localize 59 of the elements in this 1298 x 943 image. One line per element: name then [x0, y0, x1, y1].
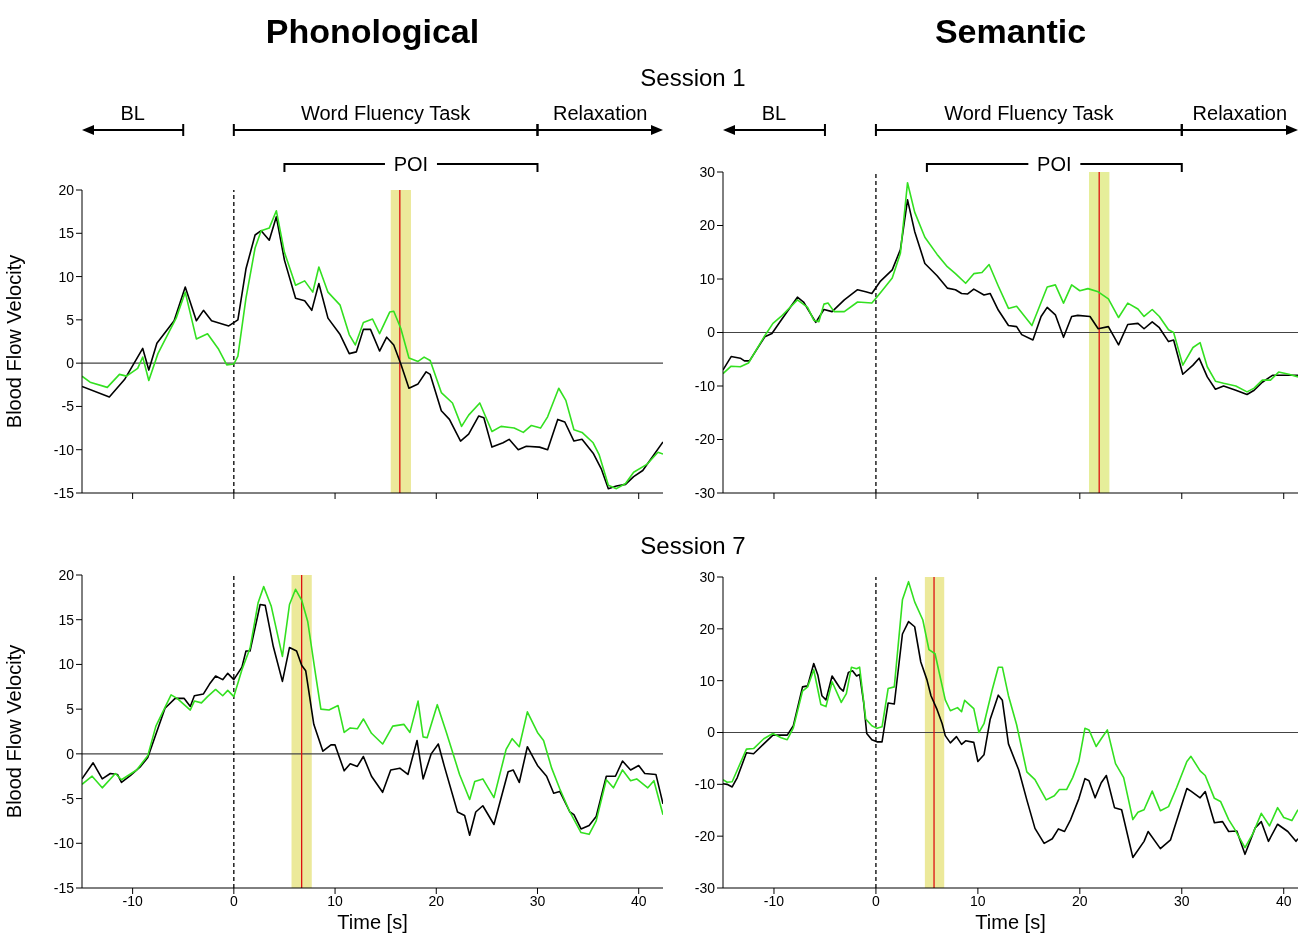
x-tick-label: -10 [122, 892, 143, 909]
y-tick-label: 10 [699, 270, 716, 287]
y-tick-label: -10 [53, 441, 75, 458]
y-tick-label: -20 [694, 431, 716, 448]
y-tick-label: 5 [66, 701, 75, 718]
x-axis-title: Time [s] [974, 910, 1047, 934]
y-tick-label: 0 [66, 355, 75, 372]
text: Word Fluency Task [943, 101, 1115, 125]
x-tick-label: 40 [630, 892, 647, 909]
x-tick-label: 40 [1275, 892, 1292, 909]
y-tick-label: 20 [58, 181, 75, 198]
y-tick-label: 30 [699, 568, 716, 585]
y-tick-label: -20 [694, 828, 716, 845]
x-tick-label: 20 [1072, 892, 1088, 909]
y-tick-label: -10 [694, 377, 716, 394]
x-tick-label: 30 [529, 892, 546, 909]
x-tick-label: 10 [327, 892, 344, 909]
y-tick-label: -5 [61, 790, 75, 807]
y-tick-label: 20 [699, 217, 716, 234]
y-tick-label: 0 [66, 745, 75, 762]
x-tick-label: 30 [1173, 892, 1190, 909]
y-tick-label: -10 [694, 776, 716, 793]
y-tick-label: 20 [58, 566, 75, 583]
y-tick-label: -5 [61, 398, 75, 415]
y-tick-label: 30 [699, 163, 716, 180]
chart-subtitle: Session 1 [639, 64, 747, 92]
chart-title: Semantic [933, 12, 1088, 51]
y-tick-label: 0 [707, 724, 716, 741]
x-tick-label: -10 [763, 892, 785, 909]
line-series [723, 580, 1298, 849]
x-tick-label: 20 [428, 892, 445, 909]
y-axis-title: Blood Flow Velocity [3, 254, 26, 429]
text: BL [119, 101, 146, 125]
y-axis-title: Blood Flow Velocity [3, 644, 26, 819]
y-tick-label: 10 [699, 672, 716, 689]
chart-title: Phonological [264, 12, 481, 51]
text: BL [761, 102, 787, 124]
text: Relaxation [1192, 102, 1288, 124]
y-tick-label: 10 [58, 268, 75, 285]
x-tick-label: 0 [229, 892, 238, 909]
y-tick-label: 15 [58, 611, 75, 628]
y-tick-label: -30 [694, 879, 716, 896]
y-tick-label: -15 [53, 484, 75, 501]
chart-subtitle: Session 7 [639, 532, 747, 560]
text: Relaxation [552, 102, 648, 124]
annotation: POI [1036, 152, 1073, 176]
x-axis-title: Time [s] [336, 910, 409, 934]
y-tick-label: 20 [699, 620, 716, 637]
y-tick-label: 0 [707, 324, 716, 341]
y-tick-label: 5 [66, 311, 75, 328]
y-tick-label: -30 [694, 484, 716, 501]
y-tick-label: -15 [53, 879, 75, 896]
y-tick-label: 15 [58, 225, 75, 242]
text: Word Fluency Task [300, 101, 472, 125]
x-tick-label: 10 [970, 892, 986, 909]
x-tick-label: 0 [872, 892, 881, 909]
y-tick-label: -10 [53, 835, 75, 852]
text: POI [392, 152, 430, 176]
y-tick-label: 10 [58, 656, 75, 673]
